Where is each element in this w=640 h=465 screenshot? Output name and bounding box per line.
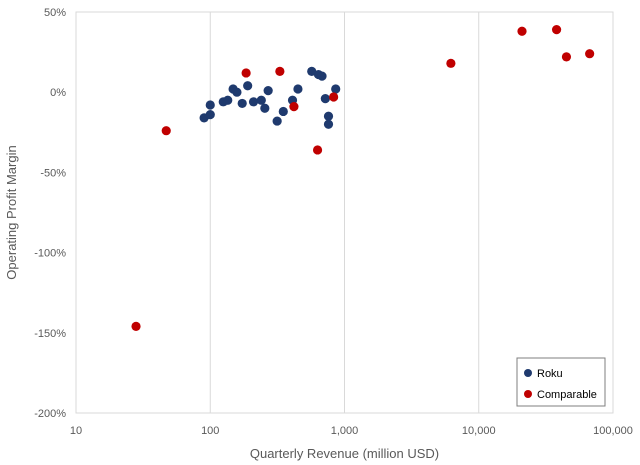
gridlines [209, 12, 480, 413]
data-point-comparable [561, 52, 572, 62]
data-point-roku [323, 119, 334, 129]
legend-marker-comparable [524, 390, 532, 398]
data-point-comparable [131, 321, 141, 331]
legend-box [516, 357, 606, 407]
data-point-roku [256, 95, 266, 105]
data-points [131, 25, 595, 331]
x-tick-label: 1,000 [331, 425, 359, 437]
data-point-roku [323, 111, 334, 121]
data-point-roku [263, 85, 273, 96]
y-tick-label: 0% [50, 87, 66, 99]
data-point-comparable [289, 102, 299, 112]
data-point-comparable [161, 126, 171, 136]
data-point-roku [205, 110, 215, 120]
plot-area-border [75, 11, 614, 414]
data-point-comparable [517, 26, 527, 36]
data-point-comparable [551, 25, 562, 35]
x-tick-label: 10 [70, 425, 82, 437]
x-tick-label: 10,000 [462, 425, 496, 437]
data-point-roku [260, 103, 270, 113]
data-point-roku [317, 71, 327, 81]
data-point-comparable [329, 92, 339, 102]
data-point-roku [232, 87, 242, 97]
tick-labels: 10 100 1,000 10,000 100,000 50% 0% -50% -100% -15… [34, 7, 633, 437]
data-point-roku [272, 116, 282, 126]
data-point-comparable [446, 58, 456, 68]
data-point-roku [223, 95, 233, 105]
y-tick-label: -100% [34, 248, 66, 260]
data-point-comparable [585, 49, 595, 59]
data-point-roku [331, 84, 341, 94]
data-point-roku [243, 81, 253, 91]
data-point-roku [205, 100, 215, 110]
legend-label-roku: Roku [537, 368, 563, 380]
y-tick-label: -50% [40, 167, 66, 179]
y-tick-label: -150% [34, 328, 66, 340]
data-point-roku [320, 94, 330, 104]
legend-label-comparable: Comparable [537, 389, 597, 401]
x-tick-label: 100 [201, 425, 219, 437]
data-point-roku [237, 98, 247, 109]
legend-marker-roku [524, 369, 532, 377]
data-point-comparable [312, 145, 323, 155]
legend: Roku Comparable [516, 357, 606, 407]
data-point-roku [248, 97, 259, 107]
x-axis-title: Quarterly Revenue (million USD) [250, 446, 439, 461]
x-tick-label: 100,000 [593, 425, 633, 437]
data-point-roku [278, 106, 288, 117]
data-point-roku [293, 84, 303, 94]
y-tick-label: 50% [44, 7, 66, 19]
data-point-comparable [275, 66, 285, 76]
y-tick-label: -200% [34, 408, 66, 420]
y-axis-title: Operating Profit Margin [4, 145, 19, 279]
data-point-comparable [241, 68, 251, 78]
